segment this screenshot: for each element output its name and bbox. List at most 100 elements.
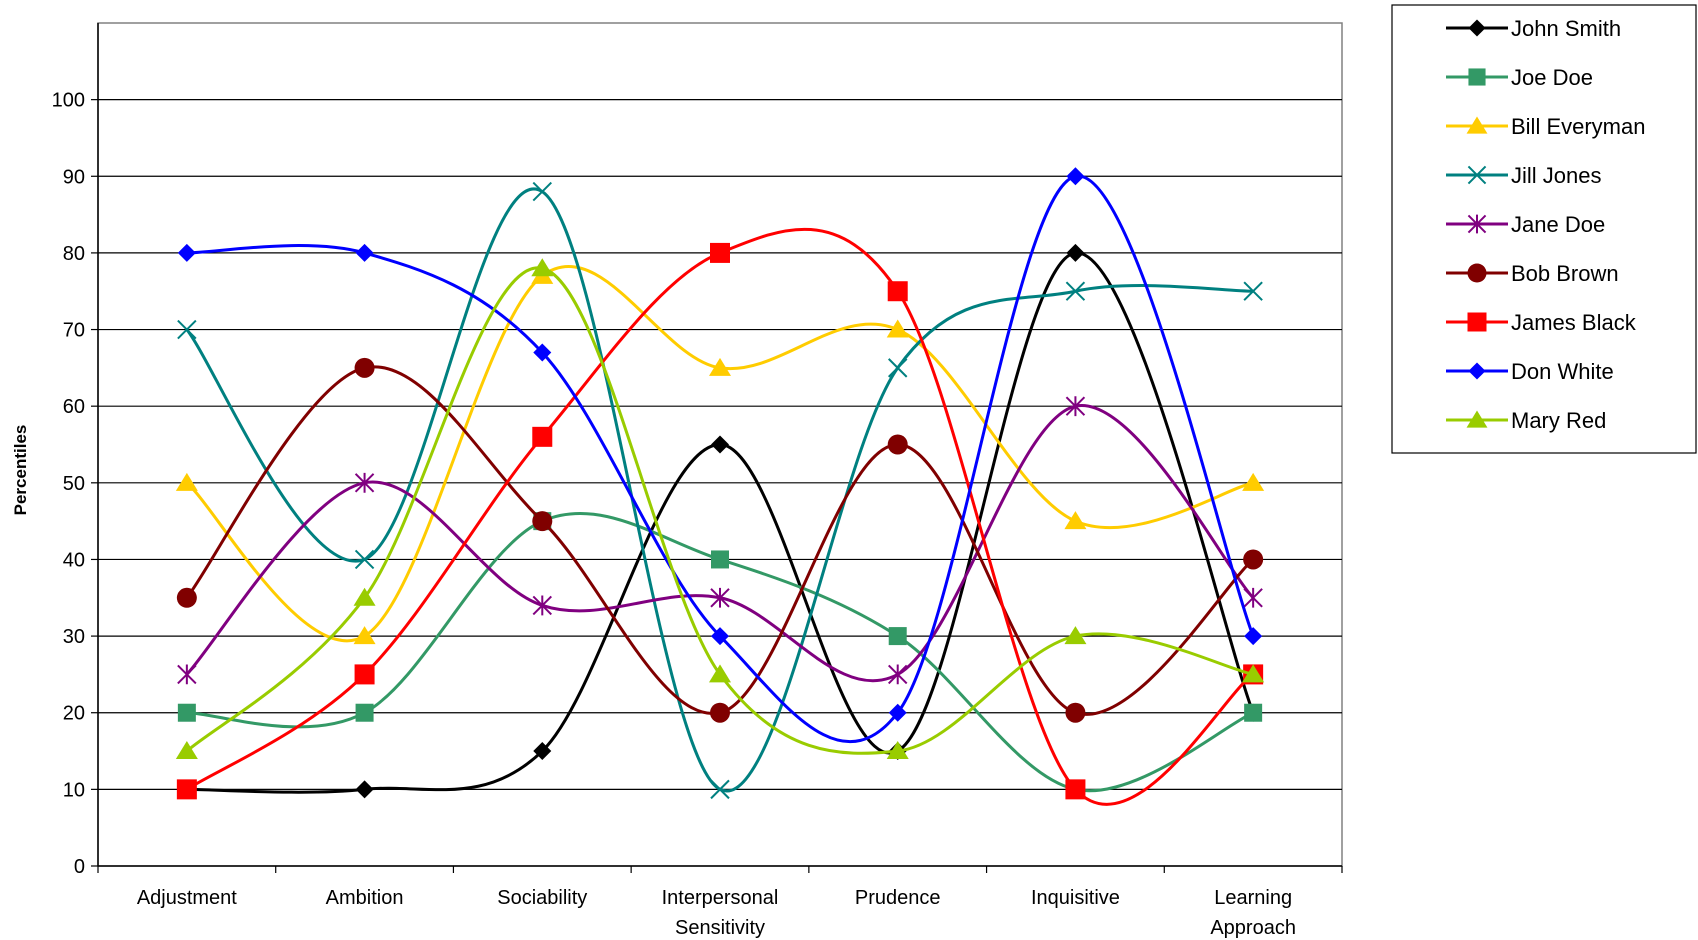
data-point (176, 779, 197, 800)
legend-label: Jane Doe (1511, 212, 1605, 237)
data-point (886, 319, 909, 338)
data-point (710, 702, 730, 723)
legend-marker (1467, 263, 1487, 283)
y-tick-label: 60 (63, 396, 85, 418)
x-tick-label: Prudence (855, 887, 941, 909)
y-tick-label: 50 (63, 473, 85, 495)
data-point (177, 319, 197, 340)
data-point (710, 587, 730, 608)
data-point (888, 627, 907, 646)
y-axis-label: Percentiles (11, 425, 30, 516)
series-jane-doe (177, 396, 1263, 685)
x-tick-label: Ambition (326, 887, 404, 909)
data-point (355, 780, 374, 799)
data-point (1065, 702, 1086, 723)
legend-item: Bill Everyman (1446, 114, 1645, 139)
legend-item: Don White (1446, 359, 1614, 384)
data-point (353, 626, 376, 645)
data-point (532, 426, 553, 447)
legend-item: Jane Doe (1446, 212, 1605, 237)
data-point (1064, 626, 1087, 645)
x-tick-label: Learning Approach (1210, 887, 1296, 939)
x-tick-label: Adjustment (137, 887, 237, 909)
data-point (1066, 243, 1085, 262)
data-point (711, 627, 729, 646)
data-point (710, 779, 730, 800)
data-point (888, 664, 908, 685)
data-point (887, 281, 908, 302)
series-line (185, 265, 1254, 643)
data-point (355, 243, 374, 262)
data-point (533, 343, 552, 362)
data-point (1244, 703, 1263, 722)
legend-marker (1468, 68, 1486, 86)
series-line (185, 365, 1255, 716)
legend-item: John Smith (1446, 16, 1621, 41)
legend-marker (1466, 116, 1488, 134)
data-point (1242, 472, 1265, 491)
data-point (1243, 281, 1263, 301)
legend-marker (1466, 410, 1488, 428)
x-tick-label: Interpersonal Sensitivity (662, 887, 779, 939)
series-bill-everyman (175, 265, 1265, 645)
series-mary-red (175, 258, 1265, 760)
legend-item: Joe Doe (1446, 65, 1593, 90)
data-point (1065, 396, 1086, 417)
legend-label: Joe Doe (1511, 65, 1593, 90)
legend-label: Jill Jones (1511, 163, 1601, 188)
data-point (710, 242, 730, 263)
data-point (354, 664, 375, 685)
data-point (355, 703, 374, 722)
data-point (532, 511, 553, 532)
legend-label: James Black (1511, 310, 1637, 335)
data-point (175, 472, 198, 491)
y-tick-label: 0 (74, 856, 85, 878)
data-point (354, 472, 375, 493)
y-tick-label: 70 (63, 320, 85, 342)
data-point (176, 587, 197, 608)
data-point (354, 357, 375, 378)
data-point (354, 549, 375, 570)
series-don-white (177, 167, 1263, 744)
data-point (1065, 779, 1086, 800)
legend: John Smith Joe Doe Bill Everyman Jill Jones… (1391, 4, 1697, 454)
data-point (532, 181, 552, 202)
legend-label: Bill Everyman (1511, 114, 1645, 139)
legend-label: Bob Brown (1511, 261, 1619, 286)
legend-item: James Black (1446, 310, 1637, 335)
data-point (1243, 587, 1263, 608)
data-point (532, 595, 552, 616)
data-point (177, 703, 196, 722)
legend-marker (1467, 165, 1487, 185)
y-tick-label: 90 (63, 166, 85, 188)
legend-label: Mary Red (1511, 408, 1606, 433)
y-tick-label: 20 (63, 703, 85, 725)
series-lines (175, 167, 1265, 806)
data-point (1244, 627, 1263, 646)
data-point (1065, 281, 1086, 301)
data-point (709, 664, 731, 683)
data-point (1064, 511, 1087, 530)
data-point (177, 664, 197, 685)
x-tick-label: Sociability (497, 887, 587, 909)
y-tick-label: 10 (63, 779, 85, 801)
legend-marker (1467, 312, 1487, 332)
data-point (711, 550, 729, 569)
data-point (177, 243, 196, 262)
data-point (1242, 664, 1265, 683)
data-point (888, 358, 908, 378)
data-point (1243, 549, 1264, 570)
data-point (175, 741, 198, 760)
data-point (533, 742, 552, 761)
y-tick-label: 40 (63, 549, 85, 571)
series-joe-doe (177, 511, 1263, 799)
legend-item: Jill Jones (1446, 163, 1601, 188)
legend-marker (1468, 19, 1486, 37)
legend-marker (1468, 362, 1486, 380)
y-tick-label: 80 (63, 243, 85, 265)
legend-item: Mary Red (1446, 408, 1606, 433)
data-point (886, 741, 909, 760)
y-tick-label: 30 (63, 626, 85, 648)
legend-item: Bob Brown (1446, 261, 1619, 286)
series-james-black (176, 227, 1264, 806)
